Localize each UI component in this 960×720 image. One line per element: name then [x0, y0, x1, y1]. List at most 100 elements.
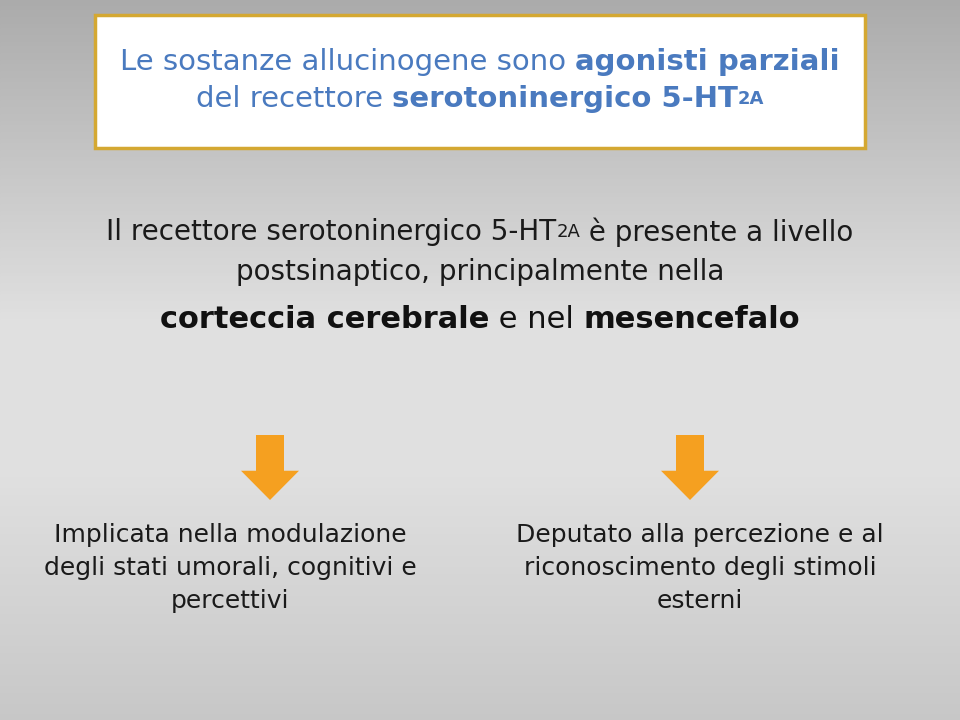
Bar	[0, 230, 960, 234]
Bar	[0, 478, 960, 482]
Bar	[0, 633, 960, 637]
Bar	[0, 21, 960, 25]
Bar	[0, 705, 960, 709]
Bar	[0, 539, 960, 544]
Bar	[0, 64, 960, 68]
Bar	[0, 507, 960, 511]
Bar	[0, 460, 960, 464]
Bar	[0, 32, 960, 36]
Bar	[0, 262, 960, 266]
Bar	[0, 456, 960, 461]
Bar	[0, 287, 960, 292]
Bar	[0, 377, 960, 382]
Bar	[0, 708, 960, 713]
Bar	[0, 510, 960, 515]
Bar	[0, 402, 960, 407]
Bar	[0, 280, 960, 284]
Bar	[0, 161, 960, 166]
Bar	[0, 554, 960, 558]
Bar	[0, 168, 960, 173]
Bar	[0, 485, 960, 490]
Bar	[0, 438, 960, 443]
Bar	[0, 345, 960, 349]
Bar	[0, 698, 960, 702]
Bar	[0, 35, 960, 40]
Bar	[0, 197, 960, 202]
Text: Il recettore serotoninergico 5-HT: Il recettore serotoninergico 5-HT	[107, 218, 557, 246]
Bar	[0, 669, 960, 673]
Bar	[0, 0, 960, 4]
Bar	[0, 622, 960, 626]
Bar	[0, 96, 960, 101]
Bar	[0, 172, 960, 176]
Polygon shape	[661, 471, 719, 500]
Bar	[0, 309, 960, 313]
Bar	[0, 122, 960, 126]
Bar	[0, 582, 960, 587]
Bar	[0, 712, 960, 716]
Bar	[0, 568, 960, 572]
Text: del recettore: del recettore	[196, 85, 392, 113]
Bar	[0, 514, 960, 518]
Bar	[0, 136, 960, 140]
Bar	[0, 536, 960, 540]
Bar	[0, 428, 960, 432]
Bar	[0, 323, 960, 328]
Bar	[0, 57, 960, 61]
Bar	[0, 640, 960, 644]
Bar	[676, 435, 704, 471]
Text: serotoninergico 5-HT: serotoninergico 5-HT	[392, 85, 738, 113]
Text: e nel: e nel	[489, 305, 584, 335]
Bar	[0, 291, 960, 295]
Bar	[0, 500, 960, 504]
Bar	[0, 176, 960, 180]
Bar	[0, 226, 960, 230]
Bar	[0, 546, 960, 551]
Text: corteccia cerebrale: corteccia cerebrale	[159, 305, 489, 335]
Bar	[0, 597, 960, 601]
Bar	[0, 312, 960, 317]
Text: postsinaptico, principalmente nella: postsinaptico, principalmente nella	[236, 258, 724, 286]
Bar	[0, 244, 960, 248]
Bar	[0, 154, 960, 158]
Text: riconoscimento degli stimoli: riconoscimento degli stimoli	[524, 556, 876, 580]
Text: 2A: 2A	[738, 90, 764, 108]
Bar	[0, 384, 960, 389]
Bar	[0, 651, 960, 655]
Bar	[0, 604, 960, 608]
Bar	[0, 449, 960, 454]
Bar	[0, 665, 960, 670]
Text: è presente a livello: è presente a livello	[581, 217, 853, 247]
Bar	[0, 611, 960, 616]
Bar	[0, 575, 960, 580]
Bar	[0, 53, 960, 58]
Bar	[0, 420, 960, 425]
Text: Implicata nella modulazione: Implicata nella modulazione	[54, 523, 406, 547]
Bar	[0, 564, 960, 569]
Bar	[0, 471, 960, 475]
Bar	[0, 435, 960, 439]
Bar	[0, 147, 960, 151]
Bar	[0, 89, 960, 94]
Bar	[0, 464, 960, 468]
Bar	[0, 24, 960, 29]
Bar	[0, 201, 960, 205]
Bar	[0, 550, 960, 554]
Bar	[0, 140, 960, 144]
Bar	[0, 186, 960, 191]
Bar	[0, 100, 960, 104]
Bar	[0, 417, 960, 421]
Bar	[0, 165, 960, 169]
Bar	[0, 579, 960, 583]
Bar	[0, 680, 960, 684]
Bar	[0, 392, 960, 396]
Bar	[0, 374, 960, 378]
Bar	[0, 518, 960, 522]
Bar	[0, 615, 960, 619]
Text: mesencefalo: mesencefalo	[584, 305, 801, 335]
Bar	[0, 586, 960, 590]
Bar	[0, 359, 960, 364]
Bar	[0, 183, 960, 187]
Bar	[0, 370, 960, 374]
Bar	[0, 42, 960, 47]
